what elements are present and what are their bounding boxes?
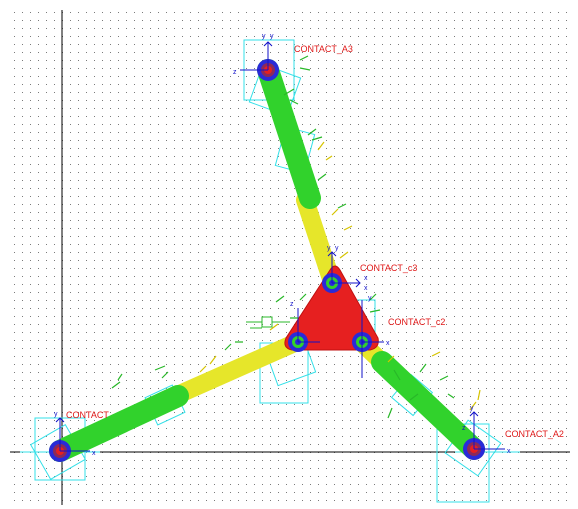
frame-marker-c3: [327, 251, 361, 288]
leg2-green-link: [371, 351, 485, 460]
coordinate-frame-markers: [55, 41, 505, 452]
axis-letter-x: x: [364, 275, 368, 282]
axis-letter-x: x: [507, 448, 511, 455]
axis-letter-y: y: [368, 295, 372, 302]
frame-marker-a2: [469, 411, 505, 450]
axis-letter-y: y: [335, 245, 339, 252]
axis-letter-x: x: [364, 285, 368, 292]
leg1-green-link: [49, 385, 189, 462]
frame-marker-c2: [361, 300, 384, 378]
axis-letter-z: z: [290, 301, 294, 308]
axis-letter-z: z: [462, 425, 466, 432]
label-contact-a2: CONTACT_A2: [505, 429, 564, 439]
moving-platform[interactable]: [284, 265, 379, 351]
label-contact-a1: CONTACT: [66, 410, 109, 420]
frame-marker-c1: [297, 308, 320, 343]
ground-symbol-icon: [246, 316, 290, 329]
axis-letter-y: y: [270, 33, 274, 40]
grid-dots: [14, 12, 567, 501]
axis-letter-y: y: [262, 33, 266, 40]
link-markers-yellow: [199, 141, 481, 411]
label-contact-c3: CONTACT_c3: [360, 263, 417, 273]
axis-letter-y: y: [470, 405, 474, 412]
link-markers-green: [111, 55, 455, 419]
axis-letter-z: z: [233, 69, 237, 76]
axis-letter-x: x: [92, 450, 96, 457]
frame-marker-a3: [240, 41, 273, 71]
axis-letter-y: y: [327, 245, 331, 252]
axis-letter-x: x: [386, 340, 390, 347]
label-contact-a3: CONTACT_A3: [294, 44, 353, 54]
leg3-green-link: [257, 59, 321, 209]
axis-letter-y: y: [54, 411, 58, 418]
leg1-yellow-link: [166, 333, 306, 405]
frame-a3-rot: [248, 63, 302, 117]
leg3-yellow-link: [296, 191, 341, 291]
label-contact-c2: CONTACT_c2: [388, 317, 445, 327]
frame-marker-a1: [55, 417, 90, 452]
